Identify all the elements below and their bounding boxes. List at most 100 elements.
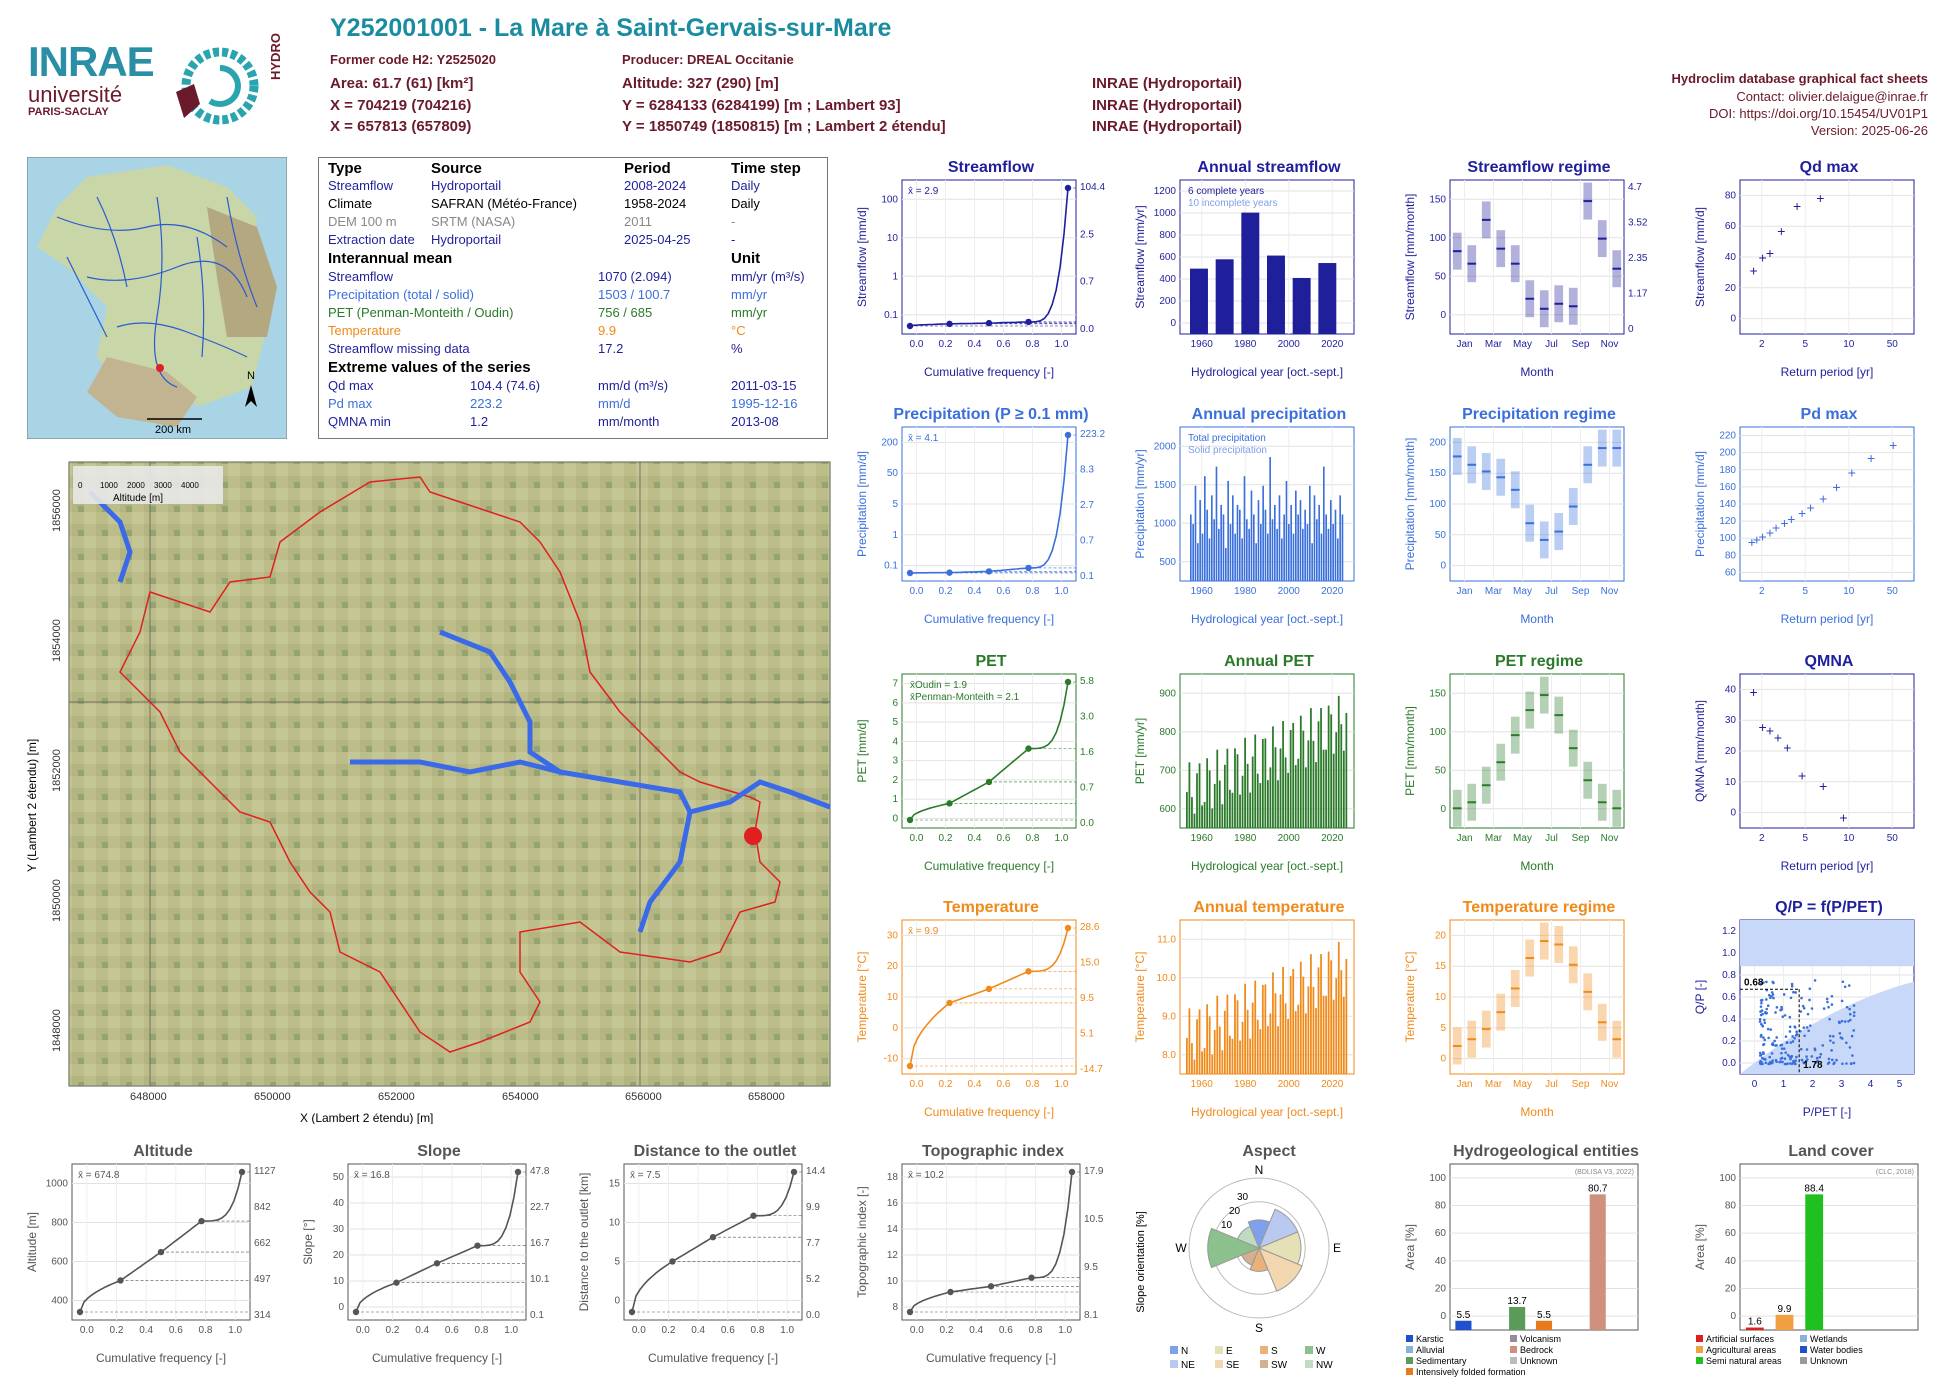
chart-hydrogeo: Hydrogeological entities020406080100Area… xyxy=(1400,1142,1672,1382)
area: Area: 61.7 (61) [km²] xyxy=(330,75,473,92)
legend-tick: 3000 xyxy=(154,481,172,490)
mean-label: x̄ = 7.5 xyxy=(630,1170,661,1181)
y-tick-label: 0 xyxy=(1730,1311,1736,1322)
y-tick-label: 60 xyxy=(1435,1228,1447,1239)
scatter-point xyxy=(1814,979,1817,982)
scatter-point xyxy=(1761,1009,1764,1012)
scatter-point xyxy=(1763,1039,1766,1042)
y-tick-label: 8 xyxy=(892,1302,898,1313)
cell: - xyxy=(731,214,735,229)
right-label: 9.9 xyxy=(806,1202,820,1213)
legend-swatch xyxy=(1215,1360,1223,1368)
y-tick-label: 20 xyxy=(1435,1284,1447,1295)
y-tick-label: 0.1 xyxy=(884,561,898,572)
doi-link[interactable]: DOI: https://doi.org/10.15454/UV01P1 xyxy=(1709,106,1928,121)
scatter-point xyxy=(1781,1015,1784,1018)
scatter-point xyxy=(1789,1058,1792,1061)
cell: Pd max xyxy=(328,396,372,411)
right-label: 14.4 xyxy=(806,1166,826,1177)
x-tick-label: Nov xyxy=(1601,586,1619,597)
map-xtick: 650000 xyxy=(254,1091,291,1103)
scatter-point xyxy=(1795,1034,1798,1037)
bar xyxy=(1286,481,1288,581)
right-label: 9.5 xyxy=(1080,993,1094,1004)
plot-frame xyxy=(624,1164,802,1320)
x-tick-label: Jul xyxy=(1545,339,1558,350)
scatter-point xyxy=(1852,1029,1855,1032)
right-label: 0.1 xyxy=(1080,571,1094,582)
bar xyxy=(1254,981,1256,1074)
x-tick-label: 0.2 xyxy=(939,833,953,844)
x-tick-label: Jul xyxy=(1545,1079,1558,1090)
scatter-point xyxy=(1762,1052,1765,1055)
scatter-point xyxy=(1832,1063,1835,1066)
scatter-point xyxy=(1842,980,1845,983)
x-tick-label: 0.4 xyxy=(968,586,982,597)
chart-streamflow: Streamflow0.11101000.0 0.2 0.4 0.6 0.8 1.0Cum… xyxy=(852,158,1110,386)
scatter-point xyxy=(1760,1023,1763,1026)
x-tick-label: 50 xyxy=(1887,586,1899,597)
bar xyxy=(1805,1194,1823,1330)
bar xyxy=(1290,976,1292,1074)
bar xyxy=(1214,1030,1216,1074)
y-tick-label: 500 xyxy=(1159,557,1176,568)
bar xyxy=(1202,534,1204,581)
legend-swatch xyxy=(1215,1346,1223,1354)
cell: - xyxy=(731,232,735,247)
x-tick-label: Jul xyxy=(1545,586,1558,597)
x-tick-label: 2020 xyxy=(1321,339,1344,350)
axis-ylabel: Precipitation [mm/d] xyxy=(855,451,869,557)
chart-title: Hydrogeological entities xyxy=(1453,1143,1639,1160)
scatter-point xyxy=(1853,1062,1856,1065)
bar xyxy=(1330,500,1332,581)
cell: 9.9 xyxy=(598,323,616,338)
bar xyxy=(1309,486,1311,581)
y-tick-label: 8.0 xyxy=(1162,1050,1176,1061)
bar xyxy=(1288,524,1290,581)
x-tick-label: 0.8 xyxy=(199,1325,213,1336)
chart-pet: PET012345670.0 0.2 0.4 0.6 0.8 1.0Cumulative … xyxy=(852,652,1110,880)
scatter-point xyxy=(1764,1061,1767,1064)
y-tick-label: 400 xyxy=(1159,274,1176,285)
cell: 2011 xyxy=(624,214,652,229)
axis-xlabel: Hydrological year [oct.-sept.] xyxy=(1191,365,1343,379)
y-tick-label: 7 xyxy=(892,679,898,690)
chart-title: Temperature xyxy=(943,899,1039,916)
unit-title: Unit xyxy=(731,250,760,267)
data-point: + xyxy=(1819,778,1827,794)
y-tick-label: 100 xyxy=(1429,1173,1446,1184)
ring-label: 20 xyxy=(1229,1206,1241,1217)
y-tick-label: 50 xyxy=(1435,530,1447,541)
y-tick-label: 1000 xyxy=(1154,518,1177,529)
contact[interactable]: Contact: olivier.delaigue@inrae.fr xyxy=(1736,89,1928,104)
scatter-point xyxy=(1794,1063,1797,1066)
y-tick-label: 10 xyxy=(887,233,899,244)
y-tick-label: 1 xyxy=(892,530,898,541)
chart-title: Annual precipitation xyxy=(1192,406,1347,423)
bar xyxy=(1221,1050,1223,1074)
bar xyxy=(1328,706,1330,828)
bar xyxy=(1220,505,1222,581)
axis-ylabel: Slope orientation [%] xyxy=(1135,1211,1147,1313)
plot-frame xyxy=(1740,1164,1918,1330)
bar xyxy=(1204,1048,1206,1074)
data-point: + xyxy=(1793,198,1801,214)
bar xyxy=(1335,510,1337,581)
bar-value-label: 80.7 xyxy=(1588,1183,1608,1194)
y-tick-label: 15 xyxy=(609,1179,621,1190)
bar xyxy=(1746,1328,1764,1330)
bar xyxy=(1209,770,1211,828)
bar xyxy=(1325,750,1327,828)
map-ylabel: Y (Lambert 2 étendu) [m] xyxy=(25,739,39,872)
bar xyxy=(1343,751,1345,828)
axis-ylabel: Precipitation [mm/month] xyxy=(1403,438,1417,571)
legend-label: Solid precipitation xyxy=(1188,445,1267,456)
x-tick-label: 0.6 xyxy=(721,1325,735,1336)
scatter-point xyxy=(1774,1044,1777,1047)
bar xyxy=(1204,802,1206,828)
bar xyxy=(1282,721,1284,828)
x-tick-label: 0.2 xyxy=(940,1325,954,1336)
bar xyxy=(1277,1026,1279,1074)
scatter-point xyxy=(1784,1051,1787,1054)
bar xyxy=(1191,1043,1193,1074)
